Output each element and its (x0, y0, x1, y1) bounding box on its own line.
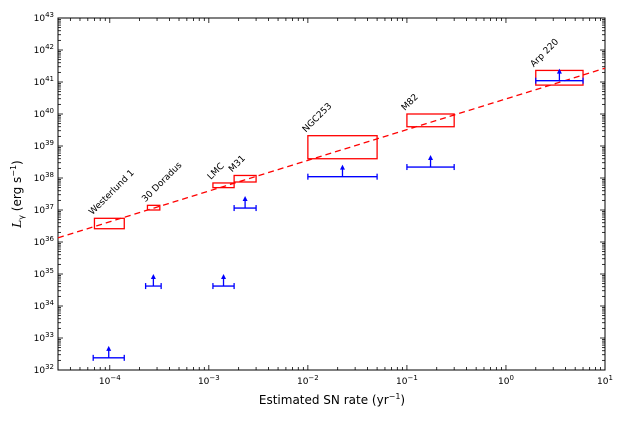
limit-arrow-head (556, 68, 562, 74)
y-tick-label: 1043 (34, 11, 54, 24)
x-axis-label: Estimated SN rate (yr−1) (259, 392, 405, 407)
limit-arrow-head (221, 274, 227, 280)
box-westerlund-1 (93, 217, 125, 230)
box-m82 (406, 113, 455, 128)
box-ngc253 (307, 135, 378, 160)
limit-arrow-head (339, 164, 345, 170)
box-lmc (212, 182, 235, 189)
x-tick-label: 100 (498, 374, 514, 387)
y-tick-label: 1041 (34, 75, 54, 88)
plot-area (57, 17, 606, 371)
box-m31 (233, 174, 257, 183)
y-tick-label: 1037 (34, 203, 54, 216)
x-tick-label: 10−3 (198, 374, 220, 387)
y-axis-label: Lγ (erg s−1) (9, 160, 26, 228)
y-tick-label: 1033 (34, 331, 54, 344)
y-tick-label: 1039 (34, 139, 54, 152)
y-tick-label: 1035 (34, 267, 54, 280)
box-30-doradus (146, 204, 161, 211)
limit-arrow-head (150, 274, 156, 280)
marks-layer (57, 67, 606, 361)
x-tick-label: 10−4 (99, 374, 121, 387)
limit-arrow-head (428, 155, 434, 161)
y-tick-label: 1032 (34, 363, 54, 376)
y-tick-label: 1042 (34, 43, 54, 56)
x-tick-label: 10−2 (297, 374, 319, 387)
limit-arrow-head (242, 196, 248, 202)
y-tick-label: 1040 (34, 107, 54, 120)
x-tick-label: 10−1 (396, 374, 418, 387)
y-tick-label: 1038 (34, 171, 54, 184)
ticks-layer (57, 17, 606, 371)
y-tick-label: 1034 (34, 299, 55, 312)
y-tick-label: 1036 (34, 235, 55, 248)
limit-arrow-head (106, 345, 112, 351)
x-tick-label: 101 (597, 374, 613, 387)
